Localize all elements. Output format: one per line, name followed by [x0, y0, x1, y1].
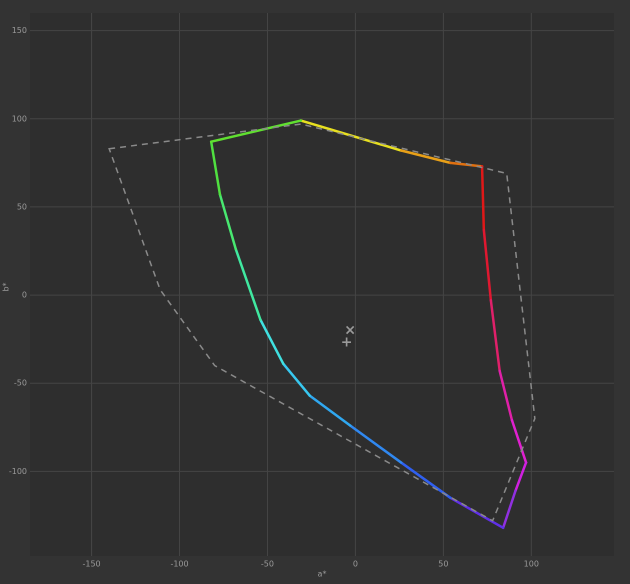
gamut-segment [209, 140, 222, 196]
y-tick-label: 50 [17, 202, 27, 211]
gamut-segment [482, 228, 493, 302]
marker: × [344, 322, 356, 338]
x-tick-label: 100 [524, 560, 539, 569]
gamut-segment [218, 193, 238, 251]
x-tick-label: 50 [438, 560, 448, 569]
x-tick-label: -150 [82, 560, 100, 569]
y-axis-label: b* [2, 282, 11, 291]
gamut-segment [498, 369, 514, 422]
gamut-segment [234, 247, 262, 322]
gamut-segment [399, 149, 452, 165]
gamut-segment [209, 119, 303, 143]
gamut-segment [480, 165, 486, 232]
y-tick-label: 100 [12, 114, 27, 123]
x-tick-label: -100 [170, 560, 188, 569]
y-tick-label: 150 [12, 26, 27, 35]
x-tick-label: 0 [353, 560, 358, 569]
y-tick-label: 0 [22, 291, 27, 300]
marker: + [341, 335, 353, 351]
gamut-segment [259, 318, 285, 366]
gamut-segment [514, 461, 528, 493]
reference-line [108, 123, 536, 522]
x-tick-label: -50 [261, 560, 274, 569]
gamut-segment [399, 461, 452, 500]
gamut-segment [489, 299, 501, 373]
y-tick-label: -50 [14, 379, 27, 388]
x-axis-label: a* [318, 570, 327, 579]
gamut-segment [501, 489, 517, 530]
gamut-segment [282, 362, 311, 397]
gamut-segment [308, 394, 352, 427]
y-tick-label: -100 [9, 467, 27, 476]
gamut-segment [449, 496, 505, 530]
gamut-segment [348, 424, 403, 464]
gamut-segment [510, 419, 528, 464]
plot-area [30, 13, 614, 556]
